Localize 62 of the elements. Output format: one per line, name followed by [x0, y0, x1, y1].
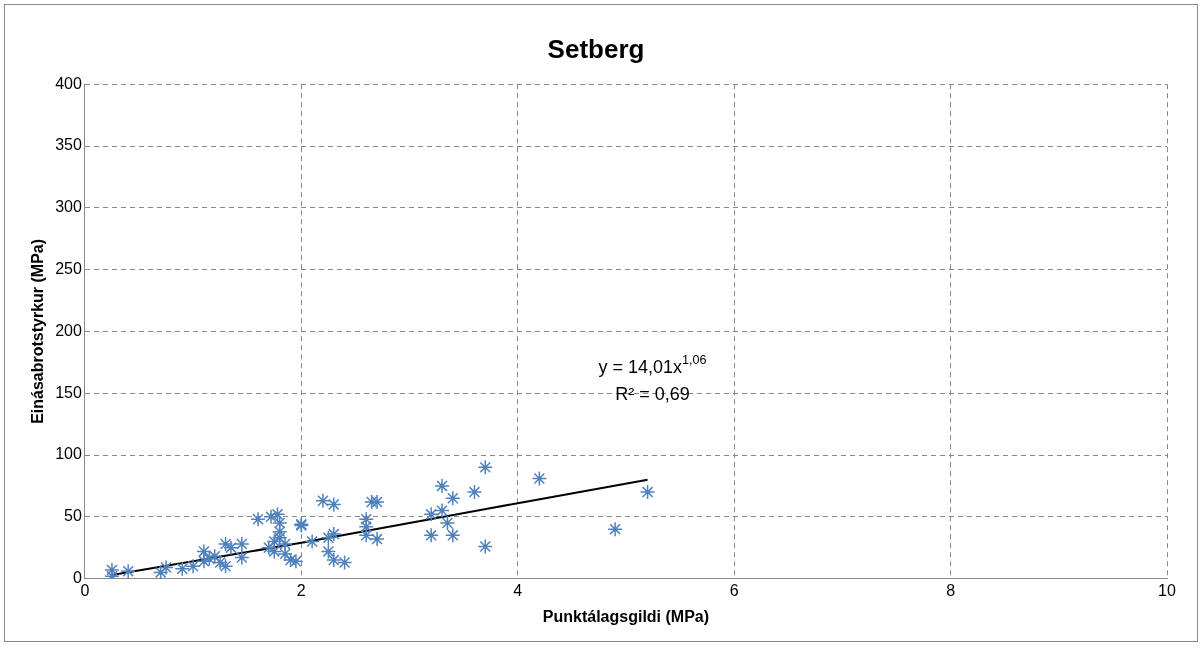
point	[217, 536, 234, 552]
x-tick-label: 8	[946, 581, 956, 599]
y-tick-label: 200	[55, 321, 82, 339]
x-tick-label: 2	[296, 581, 306, 599]
point	[477, 538, 494, 555]
point	[445, 490, 461, 507]
point	[369, 531, 385, 547]
point	[120, 563, 136, 579]
point	[250, 511, 266, 528]
y-tick-label: 100	[55, 445, 82, 463]
point	[423, 527, 439, 544]
point	[277, 546, 293, 562]
annotation: R² = 0,69	[615, 383, 690, 404]
point	[266, 543, 283, 560]
point	[326, 552, 342, 568]
point	[201, 551, 218, 567]
point	[196, 553, 212, 570]
point	[158, 559, 174, 576]
point	[439, 515, 456, 531]
point	[152, 564, 169, 579]
point	[212, 554, 228, 571]
point	[223, 539, 239, 556]
point	[277, 536, 293, 552]
point	[477, 459, 494, 476]
point	[531, 470, 548, 487]
point	[466, 484, 483, 500]
point	[320, 530, 337, 546]
point	[217, 558, 234, 574]
point	[434, 502, 450, 519]
point	[234, 549, 250, 566]
point	[445, 527, 461, 544]
y-tick-label: 350	[55, 136, 82, 154]
point	[423, 506, 439, 523]
point	[104, 562, 120, 578]
point	[261, 539, 277, 556]
point	[315, 492, 331, 509]
point	[434, 478, 450, 494]
y-axis-title: Einásabrotstyrkur (MPa)	[29, 238, 47, 424]
point	[174, 560, 191, 577]
point	[326, 526, 342, 542]
point	[271, 515, 288, 531]
point	[607, 521, 623, 537]
point	[234, 536, 250, 552]
point	[185, 558, 201, 574]
chart-title: Setberg	[547, 33, 645, 64]
x-axis-title: Punktálagsgildi (MPa)	[542, 607, 710, 625]
y-tick-label: 150	[55, 383, 82, 401]
y-tick-label: 50	[64, 507, 82, 525]
y-tick-label: 0	[72, 569, 82, 587]
y-tick-label: 250	[55, 260, 82, 278]
point	[320, 543, 337, 560]
point	[326, 496, 342, 513]
x-tick-label: 6	[729, 581, 739, 599]
point	[336, 554, 353, 571]
y-tick-label: 400	[55, 74, 82, 92]
y-tick-label: 300	[55, 198, 82, 216]
point	[263, 509, 279, 525]
point	[304, 533, 320, 550]
point	[269, 506, 286, 523]
x-tick-label: 10	[1158, 581, 1176, 599]
point	[639, 484, 656, 500]
x-tick-label: 4	[513, 581, 523, 599]
